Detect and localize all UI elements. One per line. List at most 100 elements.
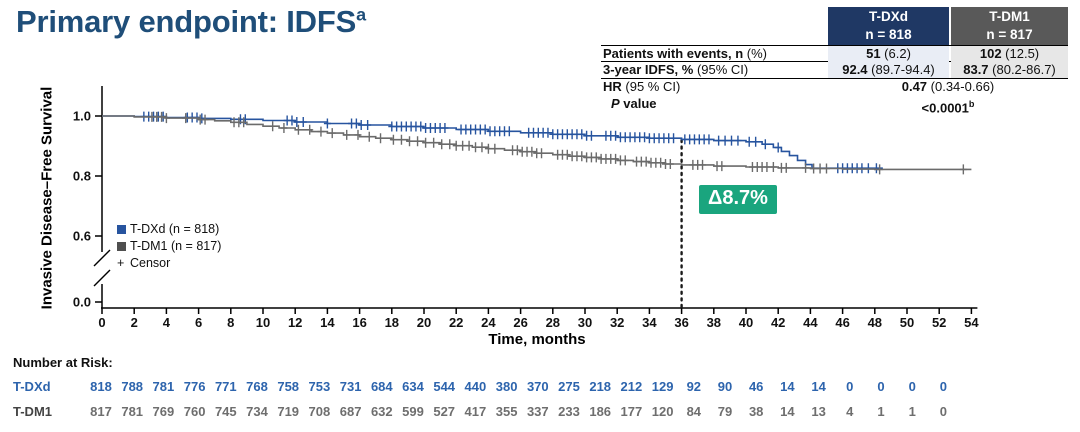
header-t-dm1-name: T-DM1: [989, 9, 1030, 24]
legend-label: Censor: [130, 256, 171, 270]
risk-value: 0: [939, 379, 948, 394]
risk-value: 46: [748, 379, 764, 394]
row-3-year-idfs: 3-year IDFS, % (95% CI) 92.4 (89.7-94.4)…: [601, 62, 1068, 79]
p-value: <0.0001b: [921, 99, 975, 116]
y-tick-label: 0.8: [73, 169, 91, 184]
legend-item-t-dxd: T-DXd (n = 818): [117, 221, 221, 238]
x-tick-label: 20: [417, 315, 431, 330]
x-tick-label: 40: [739, 315, 753, 330]
legend-label: T-DM1 (n = 817): [130, 239, 222, 253]
p-value-footnote-marker: b: [968, 99, 975, 109]
risk-row-label: T-DM1: [13, 404, 52, 419]
x-tick-label: 12: [288, 315, 302, 330]
risk-value: 0: [908, 379, 916, 394]
risk-value: 769: [152, 404, 175, 419]
censor-marks-t-dm1: [148, 111, 967, 175]
censor-plus-icon: +: [117, 256, 125, 270]
row-hazard-ratio: HR (95 % CI) 0.47 (0.34-0.66): [601, 79, 1068, 96]
risk-value: 14: [811, 379, 826, 394]
x-tick-label: 10: [256, 315, 270, 330]
x-tick-label: 14: [320, 315, 335, 330]
x-tick-label: 42: [771, 315, 785, 330]
risk-value: 599: [402, 404, 424, 419]
row-label: HR (95 % CI): [603, 79, 681, 94]
results-table-header: T-DXd n = 818 T-DM1 n = 817: [601, 7, 1068, 45]
results-table: T-DXd n = 818 T-DM1 n = 817 Patients wit…: [601, 7, 1068, 116]
axis-break-mark: [93, 249, 111, 267]
risk-value: 788: [121, 379, 144, 394]
legend-item-t-dm1: T-DM1 (n = 817): [117, 238, 221, 255]
row-label: P value: [611, 96, 657, 111]
x-tick-label: 48: [868, 315, 882, 330]
x-tick-label: 52: [932, 315, 946, 330]
risk-value: 337: [526, 404, 549, 419]
x-tick-label: 16: [352, 315, 366, 330]
risk-value: 120: [651, 404, 674, 419]
x-tick-label: 4: [163, 315, 171, 330]
risk-value: 370: [526, 379, 549, 394]
risk-value: 719: [277, 404, 300, 419]
x-axis-title: Time, months: [488, 331, 586, 348]
legend-label: T-DXd (n = 818): [130, 222, 220, 236]
header-t-dxd-name: T-DXd: [869, 9, 908, 24]
risk-row-label: T-DXd: [13, 379, 51, 394]
risk-value: 781: [152, 379, 175, 394]
risk-value: 731: [339, 379, 362, 394]
risk-value: 0: [939, 404, 948, 419]
x-tick-label: 34: [642, 315, 657, 330]
x-tick-label: 54: [964, 315, 979, 330]
legend-item-censor: + Censor: [117, 255, 221, 272]
header-t-dm1: T-DM1 n = 817: [951, 7, 1068, 45]
risk-value: 687: [339, 404, 362, 419]
x-tick-label: 50: [900, 315, 914, 330]
row-p-value: P value <0.0001b: [601, 96, 1068, 116]
risk-value: 14: [780, 379, 795, 394]
page-title-text: Primary endpoint: IDFS: [16, 4, 357, 39]
risk-value: 355: [495, 404, 518, 419]
header-t-dm1-n: n = 817: [986, 27, 1033, 42]
risk-value: 768: [246, 379, 268, 394]
risk-value: 218: [589, 379, 612, 394]
x-tick-label: 32: [610, 315, 624, 330]
t-dm1-swatch-icon: [117, 242, 126, 251]
x-tick-label: 28: [546, 315, 560, 330]
x-tick-label: 24: [481, 315, 496, 330]
header-t-dxd: T-DXd n = 818: [828, 7, 949, 45]
y-axis-title: Invasive Disease–Free Survival: [38, 86, 56, 310]
risk-value: 186: [589, 404, 612, 419]
value-t-dm1: 102 (12.5): [951, 46, 1068, 62]
x-tick-label: 44: [803, 315, 818, 330]
risk-value: 79: [717, 404, 733, 419]
risk-value: 380: [495, 379, 518, 394]
risk-value: 92: [686, 379, 702, 394]
risk-value: 38: [748, 404, 764, 419]
risk-value: 684: [370, 379, 393, 394]
risk-value: 708: [308, 404, 331, 419]
y-tick-label: 1.0: [73, 109, 91, 124]
risk-value: 817: [90, 404, 112, 419]
risk-value: 417: [464, 404, 487, 419]
risk-value: 177: [620, 404, 643, 419]
risk-value: 776: [183, 379, 206, 394]
risk-value: 4: [846, 404, 854, 419]
x-tick-label: 30: [578, 315, 592, 330]
risk-value: 90: [717, 379, 733, 394]
x-tick-label: 6: [195, 315, 202, 330]
y-tick-label: 0.6: [73, 229, 91, 244]
km-curve-t-dm1: [102, 115, 972, 171]
risk-value: 14: [780, 404, 795, 419]
risk-value: 129: [651, 379, 674, 394]
risk-value: 527: [433, 404, 456, 419]
risk-value: 275: [558, 379, 580, 394]
risk-value: 634: [402, 379, 424, 394]
row-label: 3-year IDFS, % (95% CI): [603, 62, 749, 77]
x-tick-label: 36: [674, 315, 688, 330]
t-dxd-swatch-icon: [117, 225, 126, 234]
x-tick-label: 8: [227, 315, 234, 330]
risk-value: 0: [877, 379, 885, 394]
risk-value: 745: [214, 404, 237, 419]
risk-value: 1: [908, 404, 916, 419]
